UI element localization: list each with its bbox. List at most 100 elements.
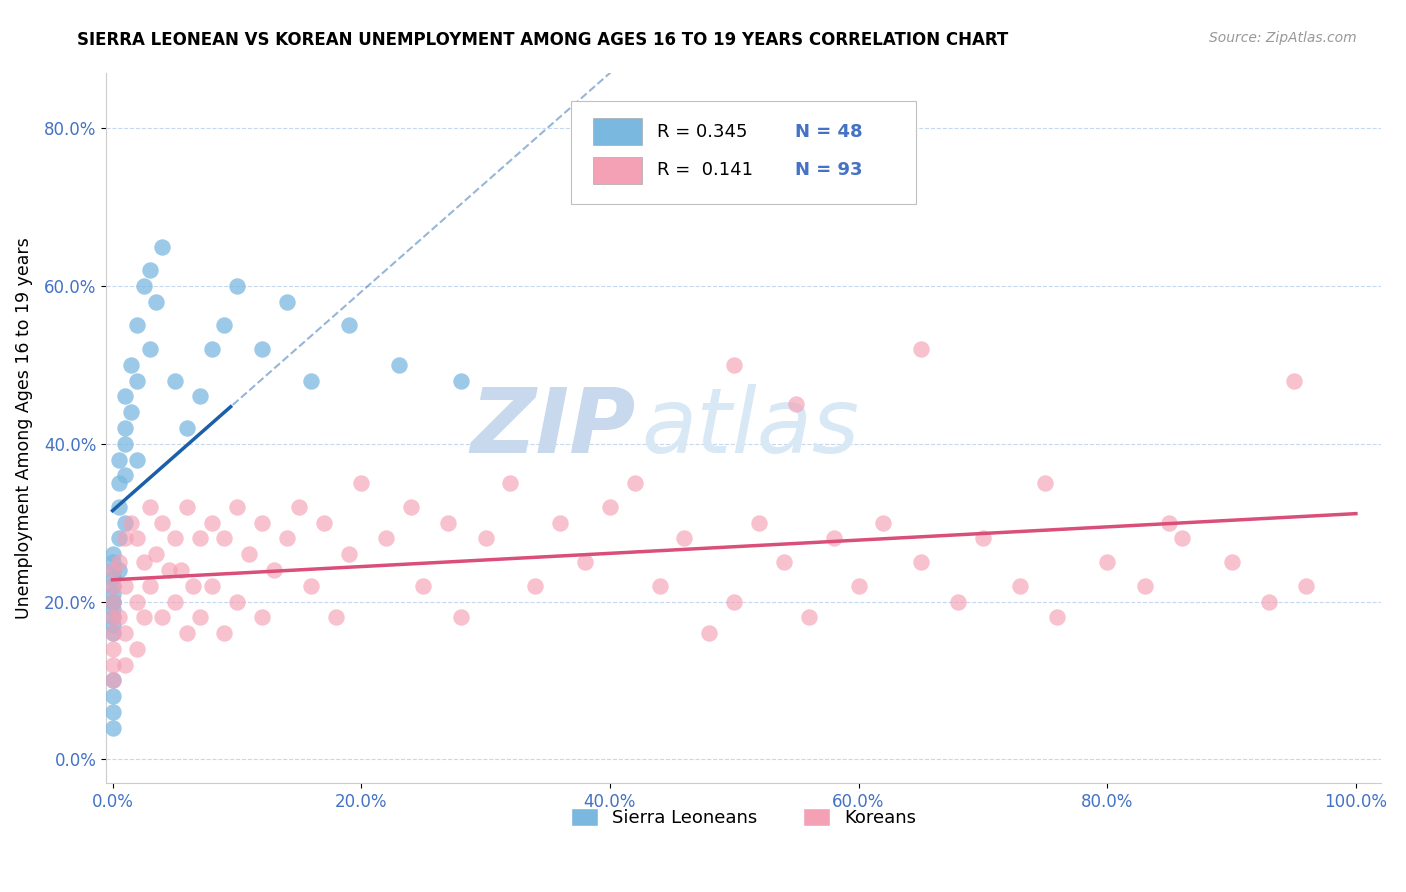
Koreans xyxy=(150,610,173,624)
Koreans xyxy=(1171,532,1194,546)
Koreans xyxy=(250,610,273,624)
Koreans xyxy=(127,594,149,608)
Koreans xyxy=(114,626,136,640)
Koreans xyxy=(101,657,124,672)
Sierra Leoneans xyxy=(101,705,124,719)
Sierra Leoneans xyxy=(132,279,155,293)
Sierra Leoneans xyxy=(214,318,236,333)
Sierra Leoneans xyxy=(107,500,129,514)
Koreans xyxy=(120,516,142,530)
Sierra Leoneans xyxy=(120,405,142,419)
Sierra Leoneans xyxy=(163,374,186,388)
Koreans xyxy=(574,555,596,569)
Koreans xyxy=(250,516,273,530)
Koreans xyxy=(723,594,745,608)
Sierra Leoneans xyxy=(201,342,224,356)
Text: atlas: atlas xyxy=(641,384,859,472)
Koreans xyxy=(163,594,186,608)
Koreans xyxy=(201,516,224,530)
Koreans xyxy=(524,579,547,593)
Koreans xyxy=(1257,594,1279,608)
Sierra Leoneans xyxy=(337,318,360,333)
Koreans xyxy=(163,532,186,546)
Koreans xyxy=(1282,374,1305,388)
Sierra Leoneans xyxy=(145,294,167,309)
Sierra Leoneans xyxy=(101,594,124,608)
Sierra Leoneans xyxy=(301,374,323,388)
Koreans xyxy=(312,516,335,530)
Sierra Leoneans xyxy=(101,571,124,585)
Sierra Leoneans xyxy=(188,389,211,403)
Sierra Leoneans xyxy=(114,437,136,451)
Koreans xyxy=(183,579,205,593)
Koreans xyxy=(225,500,247,514)
Text: ZIP: ZIP xyxy=(470,384,636,472)
Sierra Leoneans xyxy=(176,421,198,435)
Koreans xyxy=(114,579,136,593)
Koreans xyxy=(170,563,193,577)
Koreans xyxy=(238,547,260,561)
Koreans xyxy=(848,579,870,593)
Sierra Leoneans xyxy=(150,239,173,253)
Koreans xyxy=(412,579,434,593)
Sierra Leoneans xyxy=(114,421,136,435)
Sierra Leoneans xyxy=(107,532,129,546)
Koreans xyxy=(1097,555,1119,569)
Sierra Leoneans xyxy=(101,594,124,608)
Koreans xyxy=(214,626,236,640)
Koreans xyxy=(114,657,136,672)
Koreans xyxy=(188,610,211,624)
Koreans xyxy=(225,594,247,608)
Koreans xyxy=(276,532,298,546)
Koreans xyxy=(723,358,745,372)
Sierra Leoneans xyxy=(139,263,162,277)
Koreans xyxy=(101,579,124,593)
Koreans xyxy=(101,673,124,688)
Koreans xyxy=(132,610,155,624)
Sierra Leoneans xyxy=(101,547,124,561)
FancyBboxPatch shape xyxy=(571,102,915,204)
Text: N = 48: N = 48 xyxy=(794,123,862,141)
Koreans xyxy=(499,476,522,491)
Koreans xyxy=(910,342,932,356)
Koreans xyxy=(623,476,645,491)
Koreans xyxy=(127,532,149,546)
Koreans xyxy=(101,641,124,656)
Koreans xyxy=(1046,610,1069,624)
Koreans xyxy=(1159,516,1181,530)
Koreans xyxy=(599,500,621,514)
Sierra Leoneans xyxy=(276,294,298,309)
Koreans xyxy=(114,532,136,546)
Koreans xyxy=(337,547,360,561)
Koreans xyxy=(176,626,198,640)
Sierra Leoneans xyxy=(127,452,149,467)
Koreans xyxy=(872,516,894,530)
Koreans xyxy=(214,532,236,546)
Sierra Leoneans xyxy=(250,342,273,356)
Koreans xyxy=(972,532,994,546)
Koreans xyxy=(474,532,496,546)
Koreans xyxy=(107,555,129,569)
Y-axis label: Unemployment Among Ages 16 to 19 years: Unemployment Among Ages 16 to 19 years xyxy=(15,237,32,619)
Koreans xyxy=(325,610,347,624)
Koreans xyxy=(188,532,211,546)
Koreans xyxy=(101,610,124,624)
Koreans xyxy=(648,579,671,593)
Text: Source: ZipAtlas.com: Source: ZipAtlas.com xyxy=(1209,31,1357,45)
Koreans xyxy=(157,563,180,577)
Koreans xyxy=(785,397,807,411)
Sierra Leoneans xyxy=(450,374,472,388)
FancyBboxPatch shape xyxy=(593,157,641,184)
Sierra Leoneans xyxy=(101,626,124,640)
Koreans xyxy=(823,532,845,546)
Sierra Leoneans xyxy=(114,516,136,530)
Koreans xyxy=(101,626,124,640)
Koreans xyxy=(375,532,398,546)
Koreans xyxy=(450,610,472,624)
Koreans xyxy=(699,626,721,640)
Sierra Leoneans xyxy=(114,389,136,403)
Koreans xyxy=(201,579,224,593)
Sierra Leoneans xyxy=(101,721,124,735)
Koreans xyxy=(548,516,571,530)
Koreans xyxy=(673,532,696,546)
